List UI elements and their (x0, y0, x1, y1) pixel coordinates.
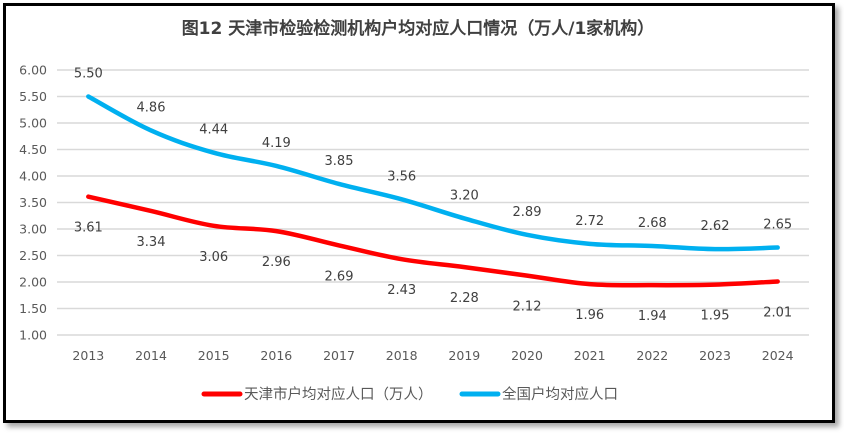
y-tick-label: 3.00 (19, 222, 47, 237)
x-tick-label: 2019 (448, 348, 480, 363)
data-labels: 3.61 3.34 3.06 2.96 2.69 2.43 2.28 2.12 1.96 1.94… (74, 67, 792, 325)
x-tick-label: 2022 (636, 348, 668, 363)
data-label: 3.20 (450, 188, 479, 203)
chart-title: 图12 天津市检验检测机构户均对应人口情况（万人/1家机构） (182, 18, 655, 39)
chart-frame (3, 3, 835, 423)
y-tick-label: 6.00 (19, 63, 47, 78)
data-label: 5.50 (74, 67, 103, 82)
data-label: 2.28 (450, 291, 479, 306)
data-label: 2.65 (763, 218, 792, 233)
x-axis-ticks: 2013 2014 2015 2016 2017 2018 2019 2020 2021 2022… (72, 348, 793, 363)
y-tick-label: 2.50 (19, 248, 47, 263)
data-label: 2.72 (575, 214, 604, 229)
data-label: 1.95 (701, 309, 730, 324)
legend-label-national: 全国户均对应人口 (502, 385, 618, 403)
data-label: 2.68 (638, 216, 667, 231)
data-label: 2.96 (262, 255, 291, 270)
data-label: 2.01 (763, 305, 792, 320)
data-label: 3.56 (387, 169, 416, 184)
y-tick-label: 3.50 (19, 195, 47, 210)
x-tick-label: 2017 (323, 348, 355, 363)
legend: 天津市户均对应人口（万人） 全国户均对应人口 (201, 385, 618, 403)
x-tick-label: 2024 (762, 348, 794, 363)
y-tick-label: 1.00 (19, 328, 47, 343)
series-line-0 (86, 194, 780, 288)
data-label: 2.69 (325, 269, 354, 284)
data-label: 1.94 (638, 309, 667, 324)
data-label: 1.96 (575, 308, 604, 323)
data-label: 2.62 (701, 219, 730, 234)
data-label: 4.44 (199, 123, 228, 138)
x-tick-label: 2021 (574, 348, 606, 363)
x-tick-label: 2018 (386, 348, 418, 363)
y-tick-label: 4.00 (19, 169, 47, 184)
y-tick-label: 5.00 (19, 116, 47, 131)
data-label: 4.19 (262, 136, 291, 151)
y-tick-label: 5.50 (19, 89, 47, 104)
x-tick-label: 2023 (699, 348, 731, 363)
data-label: 3.85 (325, 154, 354, 169)
data-label: 2.12 (513, 300, 542, 315)
y-tick-label: 2.00 (19, 275, 47, 290)
x-tick-label: 2013 (72, 348, 104, 363)
data-label: 3.61 (74, 221, 103, 236)
y-tick-label: 4.50 (19, 142, 47, 157)
series-lines (86, 94, 780, 288)
data-label: 3.34 (137, 235, 166, 250)
data-label: 4.86 (137, 100, 166, 115)
x-tick-label: 2014 (135, 348, 167, 363)
x-tick-label: 2015 (198, 348, 230, 363)
x-tick-label: 2016 (260, 348, 292, 363)
legend-label-tianjin: 天津市户均对应人口（万人） (244, 385, 433, 403)
x-tick-label: 2020 (511, 348, 543, 363)
data-label: 3.06 (199, 250, 228, 265)
y-axis-ticks: 1.00 1.50 2.00 2.50 3.00 3.50 4.00 4.50 5.00 5.50… (19, 63, 47, 343)
gridlines (57, 69, 809, 336)
series-line-1 (86, 94, 780, 252)
y-tick-label: 1.50 (19, 301, 47, 316)
data-label: 2.43 (387, 283, 416, 298)
data-label: 2.89 (513, 205, 542, 220)
